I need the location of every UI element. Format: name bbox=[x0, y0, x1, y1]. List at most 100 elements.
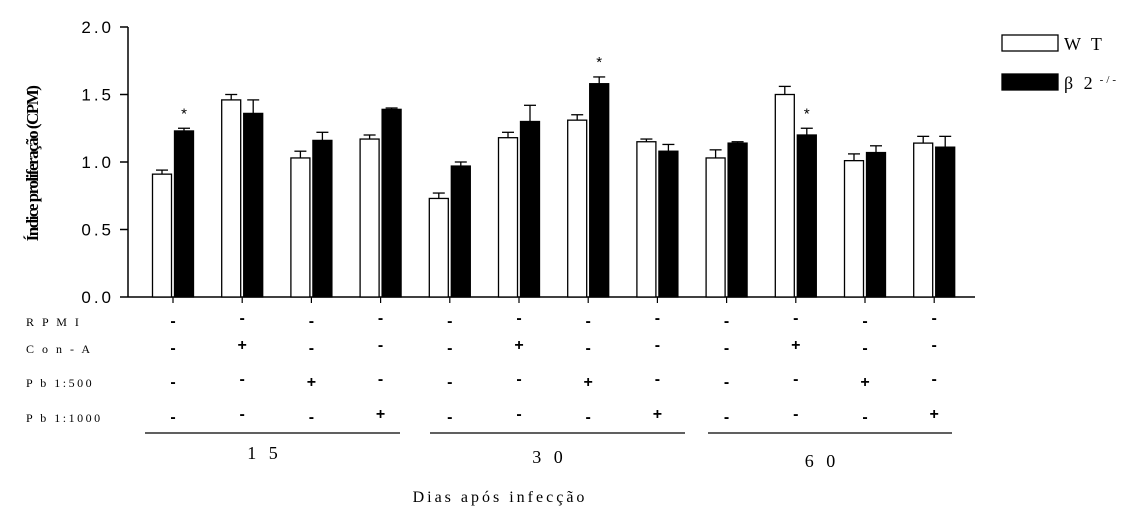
x-axis-label: Dias após infecção bbox=[413, 489, 588, 506]
condition-sign: - bbox=[516, 406, 521, 423]
legend: W T β 2 -/- bbox=[1001, 34, 1119, 93]
condition-sign: - bbox=[447, 374, 452, 391]
condition-sign: - bbox=[516, 371, 521, 388]
y-tick-label: 0.5 bbox=[81, 221, 114, 240]
bar-beta2 bbox=[796, 134, 817, 298]
condition-sign: - bbox=[170, 340, 175, 357]
bar-beta2 bbox=[727, 142, 748, 298]
condition-sign: - bbox=[378, 371, 383, 388]
group-labels: 1 5 3 0 6 0 bbox=[145, 432, 952, 471]
condition-sign: + bbox=[238, 337, 247, 354]
significance-mark: * bbox=[181, 105, 187, 122]
bar-beta2 bbox=[935, 146, 956, 298]
condition-row-label: C o n - A bbox=[26, 342, 93, 356]
bar-beta2 bbox=[865, 151, 887, 298]
condition-sign: + bbox=[791, 337, 800, 354]
y-tick-label: 0.0 bbox=[81, 288, 114, 307]
condition-sign: - bbox=[655, 310, 660, 327]
condition-sign: + bbox=[930, 406, 939, 423]
bar-beta2 bbox=[658, 150, 679, 298]
condition-sign: - bbox=[862, 340, 867, 357]
bar-beta2 bbox=[243, 112, 264, 298]
condition-sign: - bbox=[309, 409, 314, 426]
condition-sign: - bbox=[378, 337, 383, 354]
condition-sign: - bbox=[793, 371, 798, 388]
condition-sign: + bbox=[514, 337, 523, 354]
legend-swatch-beta2 bbox=[1001, 73, 1059, 91]
condition-sign: - bbox=[170, 374, 175, 391]
bar-wt bbox=[221, 99, 242, 298]
condition-sign: - bbox=[793, 310, 798, 327]
bar-beta2 bbox=[312, 139, 333, 298]
condition-row-label: P b 1:1000 bbox=[26, 411, 103, 425]
bar-wt bbox=[705, 157, 726, 298]
bar-wt bbox=[774, 93, 795, 298]
condition-sign: - bbox=[240, 406, 245, 423]
condition-sign: - bbox=[932, 371, 937, 388]
y-tick-label: 2.0 bbox=[81, 18, 114, 37]
group-label: 6 0 bbox=[805, 451, 840, 471]
bar-beta2 bbox=[450, 165, 471, 298]
group-label: 3 0 bbox=[532, 447, 567, 467]
significance-mark: * bbox=[596, 54, 602, 71]
condition-sign: - bbox=[586, 409, 591, 426]
y-axis: 0.0 0.5 1.0 1.5 2.0 bbox=[81, 18, 975, 307]
legend-label: β 2 -/- bbox=[1064, 73, 1119, 93]
condition-sign: - bbox=[378, 310, 383, 327]
condition-sign: + bbox=[860, 374, 869, 391]
condition-sign: - bbox=[862, 313, 867, 330]
condition-sign: - bbox=[309, 340, 314, 357]
condition-sign: - bbox=[793, 406, 798, 423]
condition-sign: - bbox=[724, 409, 729, 426]
condition-sign: - bbox=[447, 313, 452, 330]
condition-sign: - bbox=[586, 313, 591, 330]
significance-mark: * bbox=[804, 105, 810, 122]
condition-sign: - bbox=[724, 340, 729, 357]
condition-sign: - bbox=[932, 337, 937, 354]
y-tick-label: 1.0 bbox=[81, 153, 114, 172]
condition-sign: - bbox=[932, 310, 937, 327]
condition-sign: - bbox=[309, 313, 314, 330]
bar-beta2 bbox=[589, 83, 610, 298]
condition-sign: - bbox=[862, 409, 867, 426]
y-tick-label: 1.5 bbox=[81, 86, 114, 105]
bar-wt bbox=[497, 137, 519, 298]
condition-sign: - bbox=[586, 340, 591, 357]
bar-beta2 bbox=[519, 120, 541, 298]
bar-wt bbox=[567, 119, 588, 298]
condition-sign: - bbox=[170, 313, 175, 330]
legend-label: W T bbox=[1064, 34, 1105, 54]
condition-sign: + bbox=[653, 406, 662, 423]
condition-row-label: P b 1:500 bbox=[26, 376, 94, 390]
bar-beta2 bbox=[173, 130, 195, 298]
condition-sign: - bbox=[170, 409, 175, 426]
bar-beta2 bbox=[381, 108, 402, 298]
condition-sign: + bbox=[584, 374, 593, 391]
bar-wt bbox=[636, 141, 657, 298]
condition-sign: - bbox=[655, 371, 660, 388]
condition-rows: R P M I - - - - - - - - - - - - C o n - A - + - - - + - - - + - -… bbox=[26, 310, 939, 426]
condition-sign: - bbox=[240, 310, 245, 327]
bar-wt bbox=[843, 159, 865, 298]
condition-sign: - bbox=[447, 409, 452, 426]
condition-sign: - bbox=[516, 310, 521, 327]
bar-wt bbox=[428, 197, 449, 298]
condition-sign: - bbox=[240, 371, 245, 388]
condition-sign: + bbox=[307, 374, 316, 391]
condition-sign: + bbox=[376, 406, 385, 423]
condition-sign: - bbox=[447, 340, 452, 357]
legend-swatch-wt bbox=[1001, 34, 1059, 52]
bar-wt bbox=[913, 142, 934, 298]
condition-sign: - bbox=[724, 313, 729, 330]
bar-wt bbox=[290, 157, 311, 298]
bar-wt bbox=[359, 138, 380, 298]
condition-sign: - bbox=[655, 337, 660, 354]
group-label: 1 5 bbox=[247, 443, 282, 463]
bars: * * * bbox=[151, 54, 956, 298]
bar-wt bbox=[151, 173, 173, 298]
condition-sign: - bbox=[724, 374, 729, 391]
condition-row-label: R P M I bbox=[26, 315, 81, 329]
legend-superscript: -/- bbox=[1100, 74, 1119, 86]
y-axis-label: Índice proliferação (CPM) bbox=[23, 86, 42, 242]
